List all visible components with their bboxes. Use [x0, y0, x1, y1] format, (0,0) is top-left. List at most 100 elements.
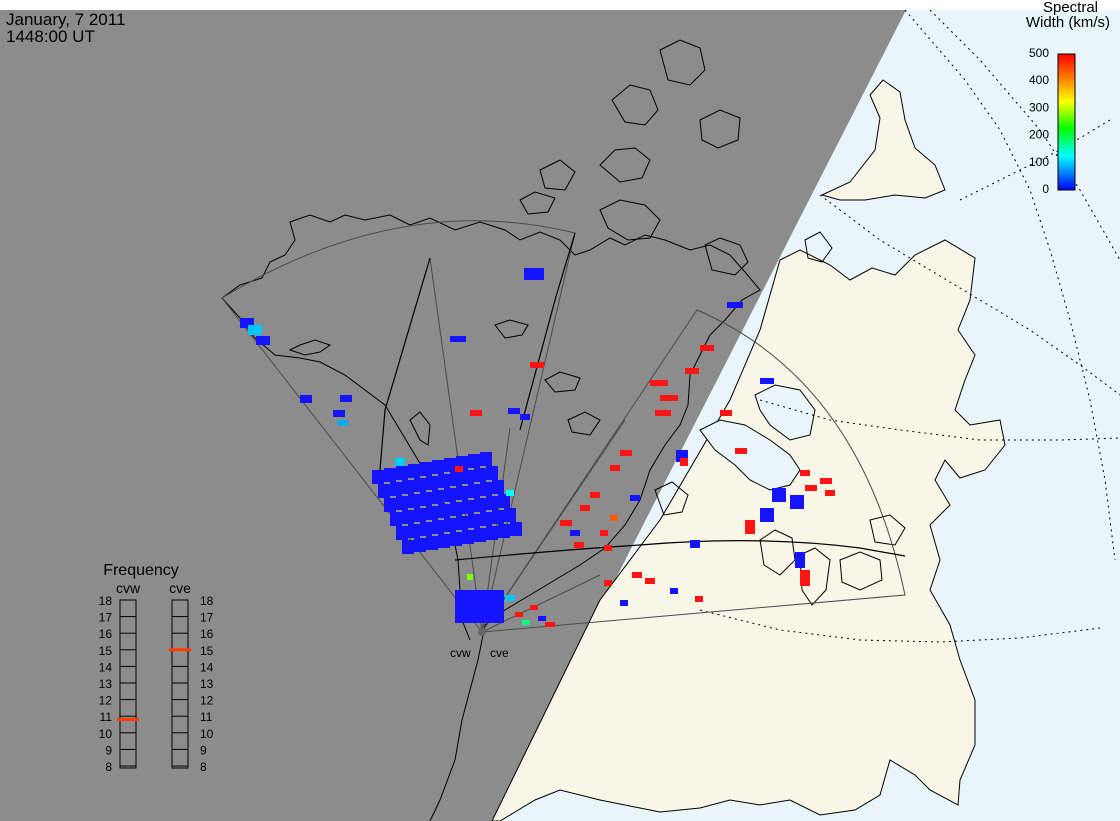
range-gate-cell	[474, 498, 486, 512]
range-gate-cell	[660, 395, 678, 401]
range-gate-cell	[479, 598, 488, 607]
range-gate-cell	[450, 502, 462, 516]
range-gate-cell	[396, 496, 408, 510]
fov-cve	[481, 309, 906, 633]
range-gate-cell	[432, 520, 444, 534]
range-gate-cell	[805, 485, 817, 491]
range-gate-cell	[395, 458, 405, 466]
range-gate-cell	[825, 490, 835, 496]
site-label-cve: cve	[490, 646, 509, 660]
frequency-tick-label: 8	[105, 760, 112, 774]
range-gate-cell	[690, 540, 700, 548]
range-gate-cell	[480, 482, 492, 496]
range-gate-cell	[450, 532, 462, 546]
range-gate-cell	[471, 606, 480, 615]
range-gate-cell	[470, 410, 482, 416]
geographic-grid	[699, 9, 1120, 643]
range-gate-cell	[720, 410, 732, 416]
range-gate-cell	[620, 600, 628, 606]
range-gate-cell	[760, 508, 774, 522]
range-gate-cell	[426, 506, 438, 520]
range-gate-cell	[479, 590, 488, 599]
range-gate-cell	[444, 518, 456, 532]
range-gate-cell	[414, 538, 426, 552]
range-gate-cell	[372, 470, 384, 484]
night-side-shading	[0, 10, 906, 821]
range-gate-cell	[538, 616, 546, 621]
range-gate-cell	[450, 472, 462, 486]
range-gate-cell	[645, 578, 655, 584]
colorbar-ticks: 500 400 300 200 100 0	[1029, 46, 1049, 196]
range-gate-cell	[600, 530, 608, 536]
range-gate-cell	[456, 516, 468, 530]
range-gate-cell	[492, 510, 504, 524]
range-gate-cell	[480, 512, 492, 526]
range-gate-cell	[471, 598, 480, 607]
range-gate-cell	[444, 488, 456, 502]
frequency-tick-label: 14	[99, 660, 113, 674]
range-gate-cell	[479, 606, 488, 615]
range-gate-cell	[800, 570, 810, 586]
range-gate-cell	[530, 362, 544, 368]
range-gate-cell	[463, 598, 472, 607]
range-gate-cell	[515, 612, 523, 617]
range-gate-cell	[414, 478, 426, 492]
range-gate-cell	[471, 590, 480, 599]
range-gate-cell	[505, 595, 515, 601]
fov-cvw	[221, 220, 576, 634]
range-gate-cell	[468, 514, 480, 528]
range-gate-cell	[471, 614, 480, 623]
range-gate-cell	[632, 572, 642, 578]
range-gate-cell	[610, 515, 618, 521]
range-gate-cell	[402, 510, 414, 524]
range-gate-cell	[462, 470, 474, 484]
frequency-tick-label: 13	[99, 677, 113, 691]
range-gate-cell	[498, 524, 510, 538]
frequency-scale: 18 17 16 15 14 13 12 11 10 9 8 18 17 16 15 14 13 12 11 10 9 8	[99, 594, 214, 774]
range-gate-cell	[333, 410, 345, 417]
range-gate-cell	[414, 508, 426, 522]
colorbar-tick-label: 400	[1029, 73, 1049, 87]
range-gate-cell	[504, 508, 516, 522]
range-gate-cell	[650, 380, 668, 386]
range-gate-cell	[462, 530, 474, 544]
range-gate-cell	[620, 450, 632, 456]
range-gate-cell	[408, 494, 420, 508]
frequency-tick-label: 10	[99, 727, 113, 741]
range-gate-cell	[438, 504, 450, 518]
range-gate-cell	[610, 465, 620, 471]
range-gate-cell	[487, 590, 496, 599]
colorbar-tick-label: 100	[1029, 155, 1049, 169]
range-gate-cell	[487, 614, 496, 623]
range-gate-cell	[508, 408, 520, 414]
range-gate-cell	[604, 545, 612, 551]
frequency-tick-label: 13	[200, 677, 214, 691]
range-gate-cell	[338, 420, 348, 426]
range-gate-cell	[396, 466, 408, 480]
frequency-tick-label: 12	[99, 694, 113, 708]
time-label: 1448:00 UT	[6, 27, 95, 46]
range-gate-cell	[426, 536, 438, 550]
range-gate-cell	[760, 378, 774, 384]
range-gate-cell	[474, 528, 486, 542]
colorbar-gradient	[1057, 53, 1076, 191]
range-gate-cell	[735, 448, 747, 454]
range-gate-cell	[432, 460, 444, 474]
range-gate-cell	[520, 414, 530, 420]
range-gate-cell	[680, 458, 688, 466]
freq-radar-label-cvw: cvw	[116, 580, 141, 596]
range-gate-cell	[685, 368, 699, 374]
range-gate-cell	[695, 596, 703, 602]
frequency-tick-label: 17	[99, 611, 113, 625]
frequency-tick-label: 12	[200, 694, 214, 708]
range-gate-cell	[384, 468, 396, 482]
range-gate-cell	[408, 524, 420, 538]
frequency-tick-label: 18	[99, 594, 113, 608]
range-gate-cell	[300, 395, 312, 403]
radar-site-marker	[478, 628, 486, 636]
colorbar-title-line2: Width (km/s)	[1026, 14, 1110, 31]
frequency-tick-label: 17	[200, 611, 214, 625]
range-gate-cell	[604, 580, 612, 586]
